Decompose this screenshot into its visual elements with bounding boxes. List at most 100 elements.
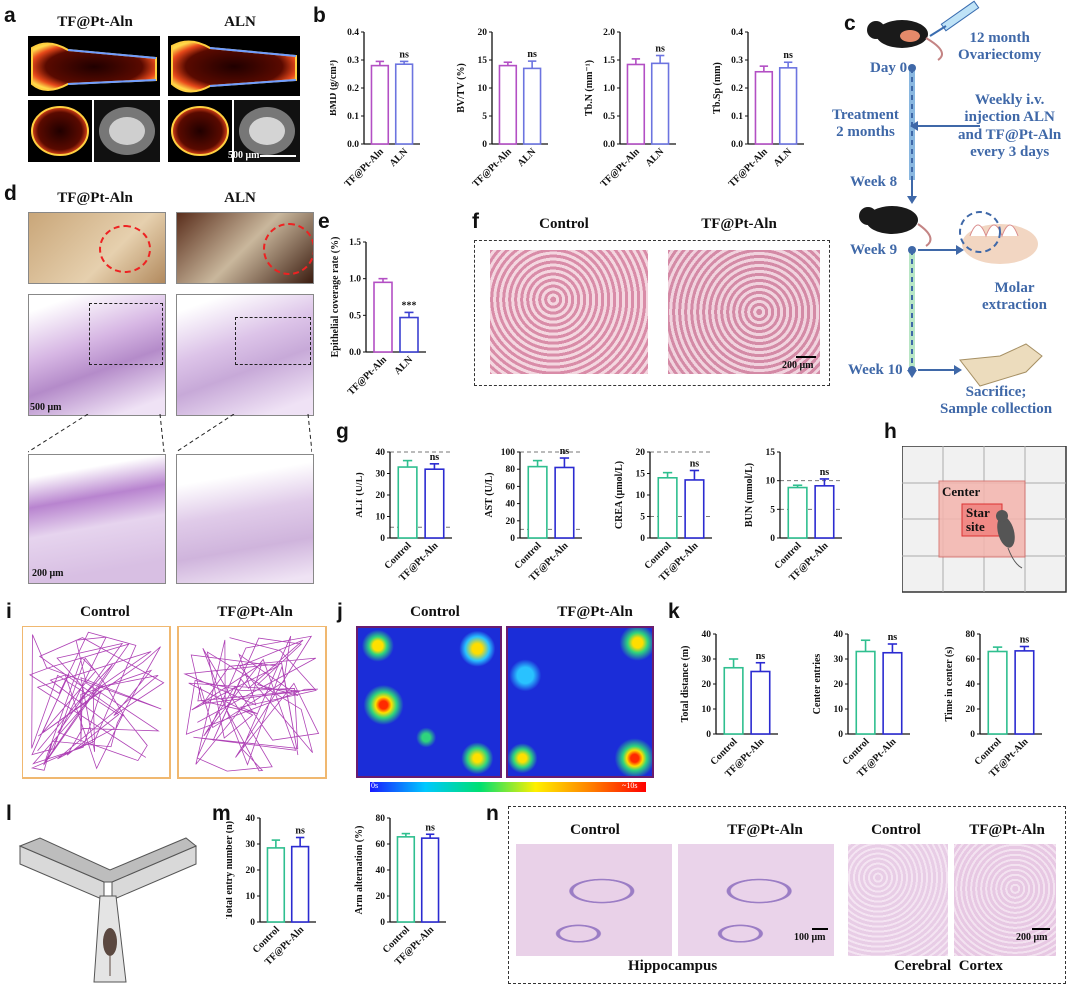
g-chart-1-tick-label: 10 <box>376 513 386 523</box>
k-chart-2-ylabel: Center entries <box>812 654 823 715</box>
e-chart-ylabel: Epithelial coverage rate (%) <box>330 237 341 358</box>
b-chart-4-bar <box>754 70 774 145</box>
m-chart-2-tick-label: 40 <box>376 866 386 876</box>
n-scalebar-2 <box>1032 928 1050 930</box>
g-chart-4-tick-label: 5 <box>770 505 775 515</box>
timeline-c <box>859 0 1043 387</box>
heatmap-control <box>356 626 502 778</box>
c-week8: Week 8 <box>850 174 898 190</box>
f-kidney-control <box>490 250 648 374</box>
m-chart-2-tick-label: 20 <box>376 892 386 902</box>
g-chart-2-ylabel: AST (U/L) <box>484 472 495 517</box>
track-path-treated <box>183 635 320 772</box>
d-histo-left-zoom <box>28 454 166 584</box>
b-chart-2-bar <box>522 67 542 145</box>
b-chart-2-ylabel: BV/TV (%) <box>456 63 467 113</box>
g-chart-2-tick-label: 20 <box>506 517 516 527</box>
panel-label-b: b <box>313 4 326 27</box>
heatmap-treated <box>506 626 654 778</box>
n-treated-1: TF@Pt-Aln <box>727 822 803 838</box>
b-chart-4-tick-label: 0.3 <box>731 56 743 66</box>
g-chart-3-tick-label: 0 <box>640 534 645 544</box>
k-chart-3-significance: ns <box>1020 635 1030 646</box>
g-chart-2-tick-label: 60 <box>506 482 516 492</box>
b-chart-2-significance: ns <box>527 49 537 60</box>
g-chart-4-tick-label: 15 <box>766 448 776 458</box>
b-chart-2-tick-label: 10 <box>478 84 488 94</box>
m-chart-2-tick-label: 0 <box>380 918 385 928</box>
e-chart-category-label: TF@Pt-Aln <box>346 354 390 398</box>
c-extraction: Molar extraction <box>982 280 1047 314</box>
panel-label-e: e <box>318 210 330 233</box>
k-chart-3-tick-label: 0 <box>970 730 975 740</box>
b-chart-2-category-label: TF@Pt-Aln <box>471 146 515 186</box>
k-chart-1-bar <box>723 666 744 735</box>
panel-label-l: l <box>6 802 12 825</box>
b-chart-2-plot: 0 5 10 15 20 BV/TV (%) TF@Pt-Aln ALN ns <box>456 28 548 186</box>
g-chart-1-tick-label: 20 <box>376 491 386 501</box>
m-chart-1-bar <box>290 845 310 923</box>
panel-label-i: i <box>6 600 12 623</box>
heatmap-colorbar <box>370 782 646 792</box>
c-day0: Day 0 <box>870 60 908 76</box>
i-label-right: TF@Pt-Aln <box>217 604 293 620</box>
d-histo-right-zoom <box>176 454 314 584</box>
track-path-control <box>29 631 165 771</box>
g-chart-1-significance: ns <box>430 452 440 463</box>
b-chart-3-tick-label: 1.0 <box>603 84 615 94</box>
g-chart-1-ylabel: ALT (U/L) <box>356 472 365 517</box>
k-chart-3-tick-label: 60 <box>966 655 976 665</box>
b-chart-3-category-label: TF@Pt-Aln <box>599 146 643 186</box>
b-chart-4-tick-label: 0.2 <box>731 84 743 94</box>
b-chart-4-tick-label: 0.4 <box>731 28 743 38</box>
b-chart-3-tick-label: 0.0 <box>603 140 615 150</box>
g-chart-2-bar <box>527 465 548 539</box>
d-scale-2: 200 μm <box>32 568 64 579</box>
panel-label-f: f <box>472 210 479 233</box>
b-chart-3-tick-label: 1.5 <box>603 56 615 66</box>
b-chart-1-tick-label: 0.3 <box>347 56 359 66</box>
e-chart-tick-label: 1.5 <box>349 238 361 248</box>
m-chart-1-bar <box>266 847 286 923</box>
d-photo-left <box>28 212 166 284</box>
colorbar-high: ~10s <box>622 781 638 790</box>
c-sacrifice: Sacrifice; Sample collection <box>940 384 1053 418</box>
microct-images <box>28 36 300 162</box>
k-chart-2-tick-label: 30 <box>834 655 844 665</box>
n-cortex-control <box>848 844 948 956</box>
m-chart-1-tick-label: 0 <box>250 918 255 928</box>
g-chart-3-bar <box>684 479 705 539</box>
k-chart-3-tick-label: 40 <box>966 680 976 690</box>
k-chart-1-tick-label: 30 <box>702 655 712 665</box>
k-chart-3-bar <box>1014 650 1035 735</box>
d-photo-right <box>176 212 314 284</box>
k-chart-2-significance: ns <box>888 632 898 643</box>
b-chart-3-category-label: ALN <box>644 146 667 169</box>
k-chart-2-tick-label: 0 <box>838 730 843 740</box>
f-label-left: Control <box>539 216 589 232</box>
k-chart-2-tick-label: 20 <box>834 680 844 690</box>
colorbar-low: 0s <box>371 781 379 790</box>
g-chart-1-bar <box>424 468 445 539</box>
m-chart-2-bar <box>396 836 416 923</box>
b-chart-3-tick-label: 2.0 <box>603 28 615 38</box>
f-frame <box>474 240 830 386</box>
b-chart-3-significance: ns <box>655 44 665 55</box>
m-chart-2-tick-label: 60 <box>376 840 386 850</box>
g-chart-3-significance: ns <box>690 458 700 469</box>
n-cortex-treated <box>954 844 1056 956</box>
g-chart-1-tick-label: 30 <box>376 470 386 480</box>
n-hippocampus: Hippocampus <box>628 958 718 974</box>
g-chart-1-bar <box>397 466 418 539</box>
g-chart-2-significance: ns <box>560 446 570 457</box>
m-chart-1-significance: ns <box>295 826 305 837</box>
f-scalebar <box>796 356 816 358</box>
b-chart-1-tick-label: 0.4 <box>347 28 359 38</box>
g-chart-3-bar <box>657 476 678 539</box>
e-chart-bar <box>373 281 393 353</box>
